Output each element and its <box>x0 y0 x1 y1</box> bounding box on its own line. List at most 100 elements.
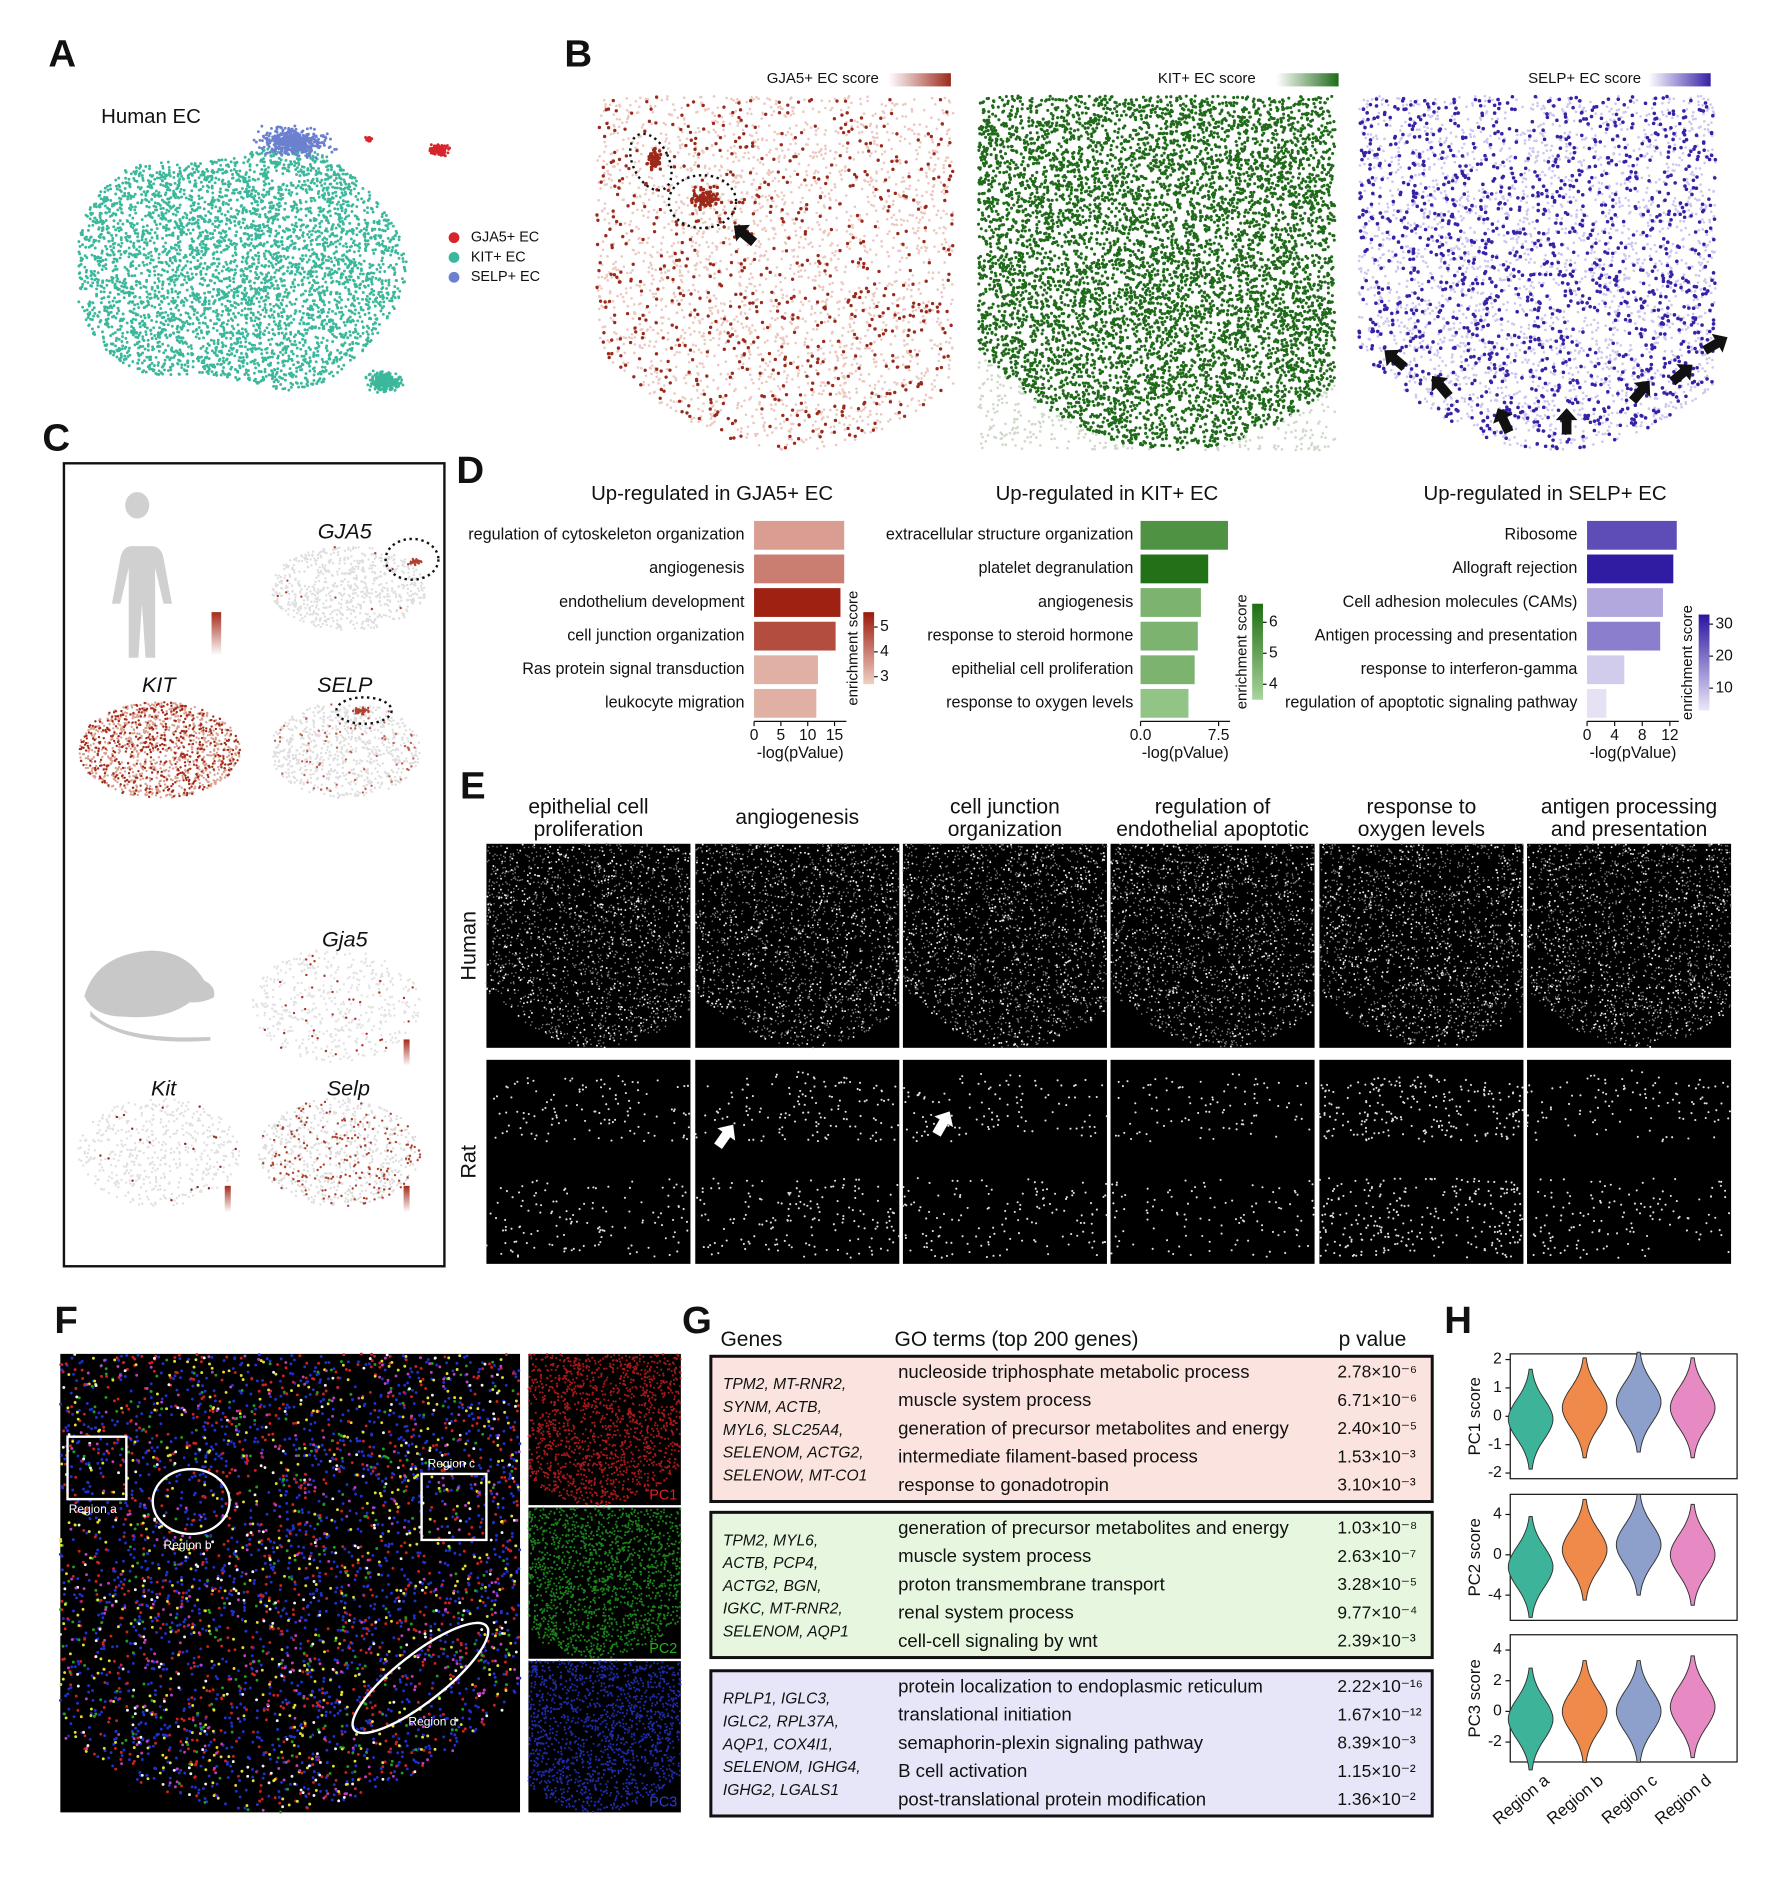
panel-label: B <box>564 33 592 76</box>
category-label: Cell adhesion molecules (CAMs) <box>1343 593 1578 611</box>
colorbar-tick-label: 5 <box>880 618 889 635</box>
region-label: Region c <box>428 1456 475 1470</box>
x-tick-label: 7.5 <box>1208 727 1230 744</box>
map-colorbar <box>888 73 951 87</box>
panel-label: E <box>460 765 486 808</box>
colorbar <box>1698 614 1710 711</box>
legend-marker <box>448 232 460 244</box>
category-label: Allograft rejection <box>1452 559 1577 577</box>
colorbar-tick-label: 3 <box>880 668 889 685</box>
region-label: Region d <box>408 1715 456 1729</box>
bar <box>1587 621 1661 651</box>
bar <box>1587 655 1625 685</box>
cell-dots <box>78 701 242 799</box>
cell-dots <box>486 843 691 1049</box>
bar <box>1140 554 1209 584</box>
cell-dots <box>364 135 374 143</box>
cell-dots <box>59 1352 518 1809</box>
cell-dots <box>1318 843 1525 1047</box>
colorbar-tick-label: 6 <box>1269 613 1278 630</box>
map-title: GJA5+ EC score <box>767 70 879 87</box>
human-silhouette <box>111 492 172 658</box>
y-tick-label: 2 <box>1493 1672 1502 1689</box>
cell-dots <box>276 546 402 611</box>
y-tick-label: 0 <box>1493 1546 1502 1563</box>
x-tick-label: 4 <box>1610 727 1619 744</box>
go-term: proton transmembrane transport <box>898 1573 1165 1594</box>
violin <box>1561 1357 1608 1459</box>
violin <box>1507 1368 1554 1470</box>
cell-dots <box>1109 842 1316 1048</box>
cell-dots <box>595 95 955 450</box>
category-label: Ras protein signal transduction <box>522 660 744 678</box>
violin <box>1615 1660 1662 1763</box>
x-axis-label: -log(pValue) <box>757 744 844 762</box>
map-title: SELP+ EC score <box>1528 70 1641 87</box>
rat-silhouette <box>84 950 215 1042</box>
cell-dots <box>64 1354 521 1812</box>
cell-dots <box>58 1353 522 1810</box>
go-term: B cell activation <box>898 1760 1027 1781</box>
arrow <box>1669 364 1693 386</box>
gene-list: MYL6, SLC25A4, <box>723 1422 844 1439</box>
region-outline <box>151 1467 231 1536</box>
chart-title: Up-regulated in KIT+ EC <box>996 483 1219 505</box>
panel-label: H <box>1444 1299 1472 1342</box>
arrow <box>733 224 758 247</box>
arrow <box>714 1124 736 1149</box>
column-header: proliferation <box>534 818 644 841</box>
gene-label: Kit <box>151 1076 177 1101</box>
go-term: post-translational protein modification <box>898 1788 1206 1809</box>
y-tick-label: -4 <box>1488 1586 1502 1603</box>
gene-list: IGLC2, RPL37A, <box>723 1713 839 1730</box>
cell-dots <box>59 1354 520 1807</box>
cell-dots <box>485 842 692 1048</box>
go-term: intermediate filament-based process <box>898 1446 1198 1467</box>
x-tick-label: Region d <box>1651 1771 1715 1829</box>
cell-dots <box>1109 843 1316 1048</box>
go-term: semaphorin-plexin signaling pathway <box>898 1732 1204 1753</box>
column-header: oxygen levels <box>1358 818 1485 841</box>
go-term: renal system process <box>898 1602 1074 1623</box>
go-term: generation of precursor metabolites and … <box>898 1417 1289 1438</box>
category-label: leukocyte migration <box>605 694 744 712</box>
bar <box>1140 588 1201 617</box>
cell-dots <box>364 369 405 394</box>
region-outline <box>66 1435 128 1501</box>
go-term: cell-cell signaling by wnt <box>898 1630 1098 1651</box>
channel-panel <box>528 1507 681 1659</box>
legend-marker <box>448 252 460 263</box>
image-panel <box>695 1059 900 1264</box>
y-tick-label: 4 <box>1493 1506 1502 1523</box>
row-label: Human <box>455 911 480 981</box>
legend-label: KIT+ EC <box>471 249 526 265</box>
x-tick-label: 12 <box>1661 727 1678 744</box>
panel-frame <box>62 462 446 1268</box>
y-axis-label: PC3 score <box>1465 1659 1484 1737</box>
gene-list: TPM2, MYL6, <box>723 1532 818 1549</box>
category-label: epithelial cell proliferation <box>952 660 1134 678</box>
cell-dots <box>527 1660 682 1813</box>
cell-dots <box>257 1097 421 1207</box>
bar <box>1587 588 1663 617</box>
cell-dots <box>272 704 421 800</box>
cell-dots <box>902 843 1107 1047</box>
y-tick-label: -2 <box>1488 1464 1502 1481</box>
column-header: regulation of <box>1155 795 1271 818</box>
x-tick-label: 0.0 <box>1130 727 1152 744</box>
map-title: KIT+ EC score <box>1158 70 1256 87</box>
region-outline <box>420 1472 488 1542</box>
image-panel <box>1319 843 1524 1048</box>
p-value: 2.63×10⁻⁷ <box>1337 1546 1416 1566</box>
gene-label: SELP <box>317 672 373 697</box>
colorbar-label: enrichment score <box>1679 605 1696 720</box>
colorbar <box>403 1185 410 1213</box>
colorbar <box>403 1039 410 1066</box>
cell-dots <box>1110 1073 1316 1258</box>
gene-label: KIT <box>142 672 177 697</box>
dotted-outline <box>335 696 393 725</box>
bar <box>754 554 845 584</box>
panel-label: F <box>54 1299 77 1342</box>
arrow <box>1555 408 1578 435</box>
gene-list: SELENOM, IGHG4, <box>723 1759 861 1776</box>
